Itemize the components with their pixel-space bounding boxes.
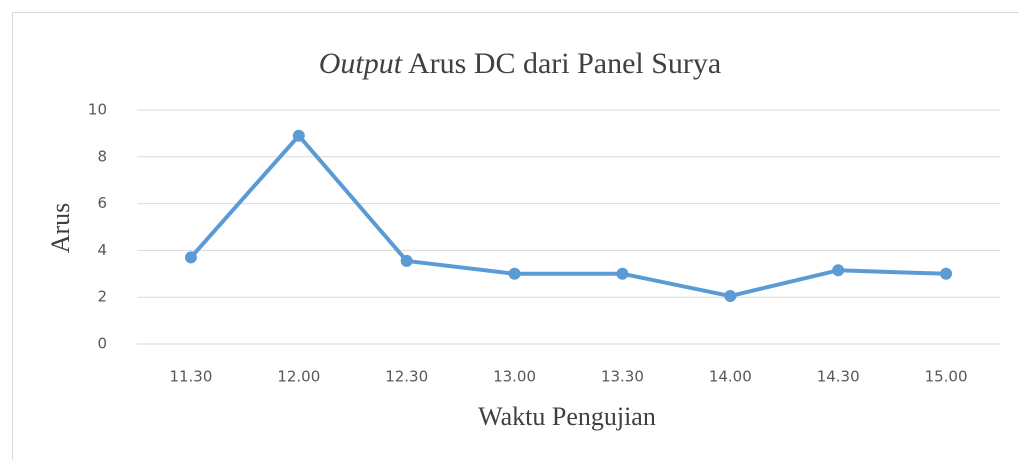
point-marker [832, 264, 845, 277]
point-marker [940, 267, 953, 280]
point-marker [508, 267, 521, 280]
point-marker [184, 251, 197, 264]
y-tick-label: 4 [97, 241, 107, 259]
y-tick-label: 10 [88, 101, 107, 119]
x-tick-label: 13.00 [493, 368, 536, 386]
y-tick-label: 6 [97, 194, 107, 212]
series-line [189, 133, 947, 299]
point-marker [616, 267, 629, 280]
x-tick-label: 15.00 [925, 368, 968, 386]
point-marker [292, 129, 305, 142]
title-emphasis: Output [319, 47, 403, 80]
y-axis-label: Arus [46, 203, 75, 254]
x-tick-label: 12.30 [385, 368, 428, 386]
chart-title: Output Arus DC dari Panel Surya [319, 47, 722, 80]
x-tick-label: 14.30 [817, 368, 860, 386]
x-tick-label: 13.30 [601, 368, 644, 386]
title-text: Arus DC dari Panel Surya [408, 47, 721, 80]
x-tick-label: 12.00 [277, 368, 320, 386]
y-tick-label: 8 [97, 147, 107, 165]
x-tick-label: 14.00 [709, 368, 752, 386]
y-tick-label: 0 [97, 335, 107, 353]
chart-border [12, 12, 1019, 460]
y-tick-label: 2 [97, 288, 107, 306]
x-axis-label: Waktu Pengujian [478, 402, 656, 431]
point-marker [400, 254, 413, 267]
x-tick-label: 11.30 [169, 368, 212, 386]
point-marker [724, 290, 737, 303]
